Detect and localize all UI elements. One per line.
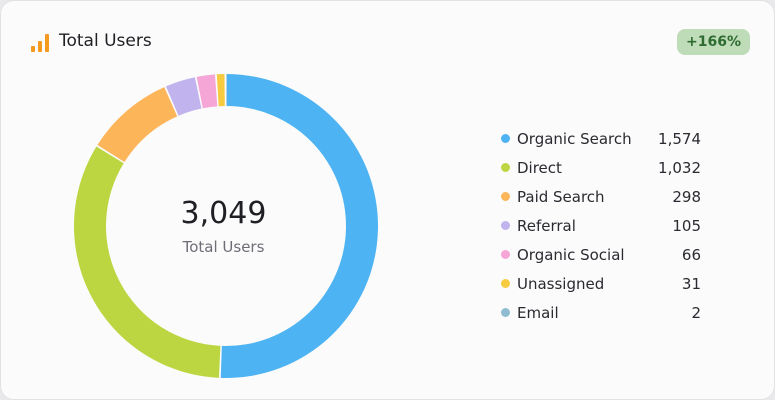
donut-slice-direct[interactable] <box>73 146 221 378</box>
legend-label: Email <box>517 304 559 322</box>
legend-value: 298 <box>672 188 701 206</box>
legend-value: 105 <box>672 217 701 235</box>
legend-item-referral[interactable]: Referral 105 <box>501 212 701 241</box>
change-badge: +166% <box>677 29 750 55</box>
legend-dot <box>501 163 510 172</box>
legend-item-organic-search[interactable]: Organic Search 1,574 <box>501 125 701 154</box>
legend-label: Paid Search <box>517 188 605 206</box>
legend-dot <box>501 192 510 201</box>
legend-dot <box>501 250 510 259</box>
donut-slice-organic-social[interactable] <box>196 74 218 109</box>
legend-label: Unassigned <box>517 275 605 293</box>
legend-value: 2 <box>691 304 701 322</box>
card-title: Total Users <box>59 31 152 51</box>
donut-slice-referral[interactable] <box>165 77 202 116</box>
legend-label: Organic Search <box>517 130 632 148</box>
legend-value: 66 <box>681 246 701 264</box>
legend-item-unassigned[interactable]: Unassigned 31 <box>501 270 701 299</box>
bar-chart-icon <box>31 34 49 52</box>
donut-slice-paid-search[interactable] <box>97 87 178 163</box>
legend-item-direct[interactable]: Direct 1,032 <box>501 154 701 183</box>
chart-legend: Organic Search 1,574 Direct 1,032 Paid Searc… <box>501 125 701 328</box>
legend-dot <box>501 221 510 230</box>
legend-item-paid-search[interactable]: Paid Search 298 <box>501 183 701 212</box>
legend-label: Referral <box>517 217 576 235</box>
legend-label: Direct <box>517 159 562 177</box>
donut-slice-email[interactable] <box>226 74 227 107</box>
legend-value: 31 <box>681 275 701 293</box>
legend-item-organic-social[interactable]: Organic Social 66 <box>501 241 701 270</box>
donut-slice-organic-search[interactable] <box>220 74 379 379</box>
legend-value: 1,574 <box>658 130 701 148</box>
total-value: 3,049 <box>180 196 267 231</box>
donut-slice-unassigned[interactable] <box>216 74 225 107</box>
legend-dot <box>501 308 510 317</box>
legend-value: 1,032 <box>658 159 701 177</box>
total-label: Total Users <box>182 238 265 256</box>
donut-chart <box>73 74 379 379</box>
legend-dot <box>501 279 510 288</box>
legend-label: Organic Social <box>517 246 625 264</box>
legend-item-email[interactable]: Email 2 <box>501 299 701 328</box>
legend-dot <box>501 134 510 143</box>
